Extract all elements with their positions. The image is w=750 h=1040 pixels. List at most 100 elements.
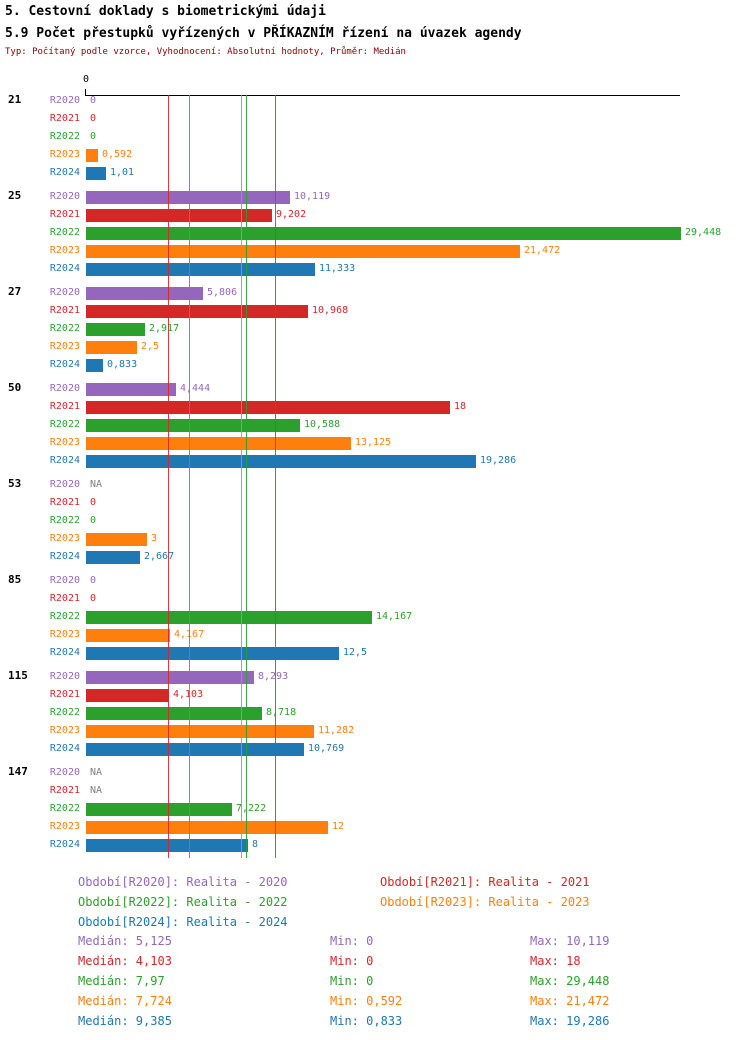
year-label: R2022	[49, 131, 80, 142]
group-label: 53	[8, 477, 22, 490]
stat-min: Min: 0	[330, 934, 374, 948]
bar	[86, 455, 476, 468]
year-label: R2020	[49, 479, 80, 490]
bar	[86, 341, 137, 354]
value-label: 10,119	[294, 191, 331, 202]
value-label: 4,103	[173, 689, 203, 701]
bar	[86, 323, 145, 336]
group-label: 50	[8, 381, 22, 394]
group-label: 27	[8, 285, 22, 298]
value-label: 11,333	[319, 263, 356, 274]
year-label: R2020	[49, 287, 80, 298]
report-title: 5. Cestovní doklady s biometrickými údaj…	[5, 4, 326, 19]
year-label: R2023	[49, 725, 80, 736]
year-label: R2023	[49, 821, 80, 832]
bar	[86, 725, 314, 738]
value-label: 1,01	[110, 167, 135, 178]
year-label: R2021	[49, 785, 80, 796]
year-label: R2021	[49, 401, 80, 412]
bar	[86, 629, 170, 642]
year-label: R2020	[49, 383, 80, 394]
value-label: 4,444	[180, 383, 211, 394]
bar	[86, 437, 351, 450]
year-label: R2020	[49, 671, 80, 682]
bar	[86, 803, 232, 816]
bar	[86, 149, 98, 162]
median-line	[168, 95, 169, 858]
year-label: R2021	[49, 497, 80, 508]
bar	[86, 551, 140, 564]
year-label: R2024	[49, 167, 80, 178]
bar	[86, 689, 169, 702]
year-label: R2023	[49, 629, 80, 640]
stat-min: Min: 0	[330, 954, 374, 968]
value-label: 14,167	[376, 611, 413, 622]
bar	[86, 839, 248, 852]
group-label: 115	[8, 669, 28, 682]
value-label: 0	[90, 575, 97, 586]
legend-item: Období[R2020]: Realita - 2020	[78, 875, 288, 889]
bar	[86, 401, 450, 414]
median-line	[241, 95, 242, 858]
bar	[86, 743, 304, 756]
value-label: 0,592	[102, 149, 133, 160]
year-label: R2021	[49, 305, 80, 316]
value-label: 8,718	[266, 707, 297, 718]
value-label: 29,448	[685, 227, 722, 238]
value-label: 10,968	[312, 305, 349, 316]
axis-line	[85, 95, 680, 96]
group-label: 85	[8, 573, 22, 586]
bar	[86, 533, 147, 546]
median-line	[189, 95, 190, 858]
value-label: 12	[332, 821, 345, 832]
stat-median: Medián: 7,724	[78, 994, 172, 1008]
value-label: 10,588	[304, 419, 341, 430]
bar	[86, 821, 328, 834]
year-label: R2022	[49, 707, 80, 718]
value-label: 0,833	[107, 359, 138, 370]
stat-median: Medián: 7,97	[78, 974, 165, 988]
value-label: 0	[90, 113, 97, 124]
bar	[86, 227, 681, 240]
bar	[86, 305, 308, 318]
stat-min: Min: 0,833	[330, 1014, 403, 1028]
year-label: R2021	[49, 209, 80, 220]
value-label: 3	[151, 533, 158, 544]
median-line	[275, 95, 276, 858]
bar	[86, 263, 315, 276]
value-label: 19,286	[480, 455, 517, 466]
year-label: R2022	[49, 803, 80, 814]
chart-title: 5.9 Počet přestupků vyřízených v PŘÍKAZN…	[5, 26, 522, 41]
value-label: NA	[90, 479, 103, 490]
year-label: R2023	[49, 437, 80, 448]
value-label: 13,125	[355, 437, 392, 448]
bar	[86, 359, 103, 372]
group-label: 25	[8, 189, 22, 202]
year-label: R2023	[49, 245, 80, 256]
year-label: R2024	[49, 647, 80, 658]
year-label: R2023	[49, 533, 80, 544]
value-label: 11,282	[318, 725, 355, 736]
stat-max: Max: 21,472	[530, 994, 610, 1008]
value-label: 8	[252, 839, 259, 850]
year-label: R2020	[49, 191, 80, 202]
value-label: 0	[90, 95, 97, 106]
year-label: R2024	[49, 743, 80, 754]
year-label: R2024	[49, 839, 80, 850]
group-label: 21	[8, 93, 22, 106]
year-label: R2023	[49, 149, 80, 160]
value-label: 0	[90, 497, 97, 508]
year-label: R2021	[49, 689, 80, 700]
bar	[86, 167, 106, 180]
stat-median: Medián: 5,125	[78, 934, 172, 948]
value-label: 10,769	[308, 743, 345, 754]
value-label: 21,472	[524, 245, 561, 256]
legend-item: Období[R2022]: Realita - 2022	[78, 895, 288, 909]
value-label: 5,806	[207, 287, 238, 298]
year-label: R2024	[49, 263, 80, 274]
stat-median: Medián: 9,385	[78, 1014, 172, 1028]
year-label: R2022	[49, 419, 80, 430]
stat-min: Min: 0	[330, 974, 374, 988]
bar	[86, 671, 254, 684]
